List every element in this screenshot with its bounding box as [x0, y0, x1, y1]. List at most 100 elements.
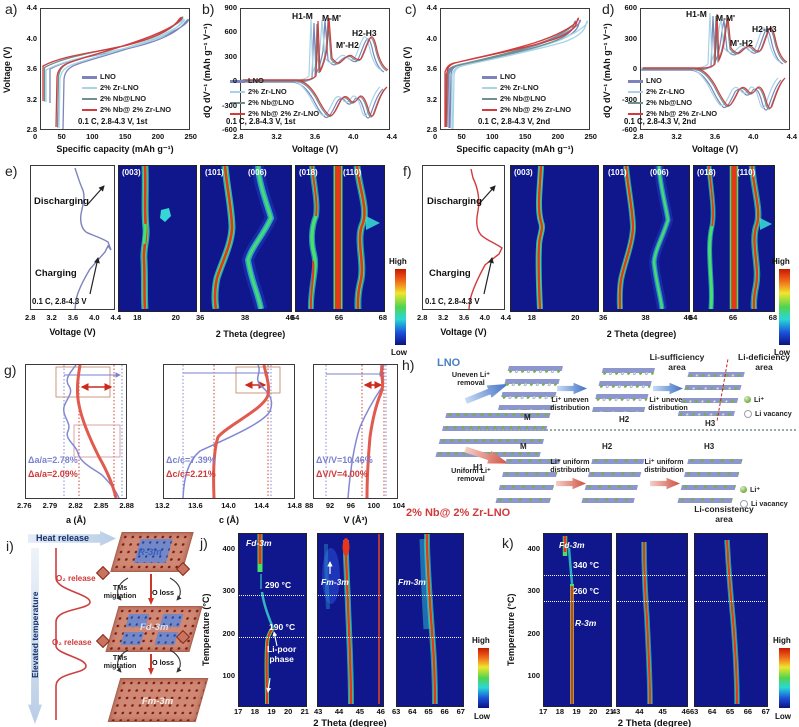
panel-d-condition: 0.1 C, 2.8-4.3 V, 2nd [624, 117, 697, 126]
panel-c: c) Voltage (V) LNO 2% Zr-LNO 2% Nb@LNO 2… [400, 0, 600, 160]
xrd-101-006-streaks [616, 166, 674, 310]
fd3m-annotation: Fd-3m [246, 538, 272, 548]
li-ion-icon [744, 396, 751, 403]
legend-swatch [482, 98, 497, 101]
tick-label: 4.4 [786, 132, 797, 141]
legend-item: 2% Nb@LNO [82, 94, 171, 105]
h1-structure [435, 405, 553, 457]
tick-label: 4.0 [89, 313, 100, 322]
panel-g-a-curves [55, 364, 123, 499]
reflection-label-018: (018) [697, 168, 716, 177]
legend-swatch [482, 76, 497, 79]
legend-label: 2% Zr-LNO [500, 82, 539, 92]
legend-swatch [82, 98, 97, 101]
panel-j-yticks: 400 300 200 100 [219, 544, 235, 680]
phase-label-h2: H2 [602, 442, 613, 451]
tick-label: 14.8 [287, 501, 302, 510]
tick-label: 300 [222, 586, 235, 596]
legend-label: 2% Nb@ 2% Zr-LNO [500, 104, 572, 114]
heat-release-label: Heat release [36, 533, 90, 543]
tick-label: -600 [621, 125, 637, 134]
r3m-label: R-3m [138, 547, 162, 558]
li-ion-icon [740, 486, 747, 493]
panel-a-plot [40, 8, 190, 130]
temp-line-190 [239, 637, 304, 638]
discharging-arrow [478, 185, 496, 205]
panel-d: d) dQ dV⁻¹ (mAh g⁻¹ V⁻¹) [600, 0, 799, 160]
panel-d-legend: LNO 2% Zr-LNO 2% Nb@LNO 2% Nb@ 2% Zr-LNO [628, 76, 717, 120]
panel-i: i) Heat release Elevated temperature O₂ … [0, 530, 209, 727]
annotation-da-nbzr: Δa/a=2.09% [28, 469, 78, 479]
tick-label: 13.2 [155, 501, 170, 510]
panel-g-v-curves [325, 364, 387, 499]
panel-k-label: k) [502, 535, 514, 551]
legend-item: 2% Nb@ 2% Zr-LNO [482, 105, 571, 116]
discharging-arrow [87, 185, 105, 205]
legend-item: LNO [628, 76, 717, 87]
tick-label: 46 [376, 707, 385, 716]
tick-label: 3.2 [437, 313, 449, 322]
tick-label: 18 [527, 313, 536, 322]
panel-d-xlabel: Voltage (V) [691, 144, 739, 154]
tick-label: 68 [768, 313, 777, 322]
panel-g-c-xticks: 13.2 13.6 14.0 14.4 14.8 [155, 501, 302, 510]
temp-line-340 [695, 575, 765, 576]
reflection-label-003: (003) [122, 168, 141, 177]
curve-nb [642, 15, 787, 110]
panel-c-ylabel: Voltage (V) [402, 46, 412, 94]
tick-label: 66 [743, 707, 753, 716]
htxrd-map-3 [694, 533, 768, 707]
tick-label: 3.2 [26, 94, 37, 104]
curve-nb [445, 20, 577, 128]
panel-e-theta-label: 2 Theta (degree) [215, 329, 286, 339]
tick-label: 100 [86, 132, 99, 141]
legend-label: 2% Nb@LNO [248, 97, 295, 107]
panel-e-label: e) [5, 163, 18, 179]
tick-label: 21 [605, 707, 614, 716]
panel-c-xlabel: Specific capacity (mAh g⁻¹) [456, 144, 574, 154]
tick-label: 200 [222, 628, 235, 638]
tick-label: 64 [707, 707, 717, 716]
legend-item: 2% Zr-LNO [482, 83, 571, 94]
legend-label: 2% Nb@LNO [646, 97, 693, 107]
charging-arrow [483, 257, 494, 295]
tick-label: 4.4 [386, 132, 397, 141]
annotation-da-lno: Δa/a=2.78% [28, 455, 78, 465]
panel-e-voltage-ticks: 2.8 3.2 3.6 4.0 4.4 [25, 313, 121, 322]
h3-structure-top [677, 366, 747, 416]
panel-g-v-plot [313, 364, 398, 499]
tick-label: 2.85 [93, 501, 109, 510]
tick-label: 4.0 [426, 33, 437, 43]
tick-label: 400 [527, 544, 540, 553]
tick-label: 100 [527, 670, 540, 680]
panel-c-xticks: 0 50 100 150 200 250 [433, 132, 597, 141]
curve-zr [451, 20, 589, 130]
legend-label: 2% Nb@LNO [100, 93, 147, 103]
tick-label: 14.0 [221, 501, 236, 510]
tick-label: 13.6 [188, 501, 203, 510]
tick-label: 3.6 [67, 313, 79, 322]
panel-k-xticks-1: 17 18 19 20 21 [539, 707, 614, 716]
o-loss-arrow [169, 577, 182, 601]
reflection-label-101: (101) [608, 168, 627, 177]
temp-line-190 [318, 637, 381, 638]
uniform-distribution-arrow-icon [556, 477, 586, 490]
tick-label: 66 [728, 313, 738, 322]
tick-label: 4.4 [426, 3, 437, 12]
legend-label: 2% Nb@ 2% Zr-LNO [248, 108, 320, 118]
tick-label: 46 [681, 707, 690, 716]
legend-swatch [82, 76, 97, 79]
uneven-distribution-label: Li⁺ uneven distribution [550, 395, 590, 413]
tick-label: 4.0 [479, 313, 491, 322]
panel-e-voltage-curve [74, 167, 112, 310]
temp-190-label: 190 °C [269, 622, 296, 632]
temp-line-290 [239, 595, 304, 596]
tick-label: 2.8 [633, 132, 644, 141]
peak-label: H2-H3 [752, 24, 777, 34]
temp-line-260 [695, 601, 765, 602]
tick-label: 600 [224, 27, 237, 37]
theta-ticks-101: 36 38 40 [196, 313, 294, 322]
tms-migration-label: TMs migration [103, 653, 137, 671]
lno-title: LNO [437, 357, 461, 369]
